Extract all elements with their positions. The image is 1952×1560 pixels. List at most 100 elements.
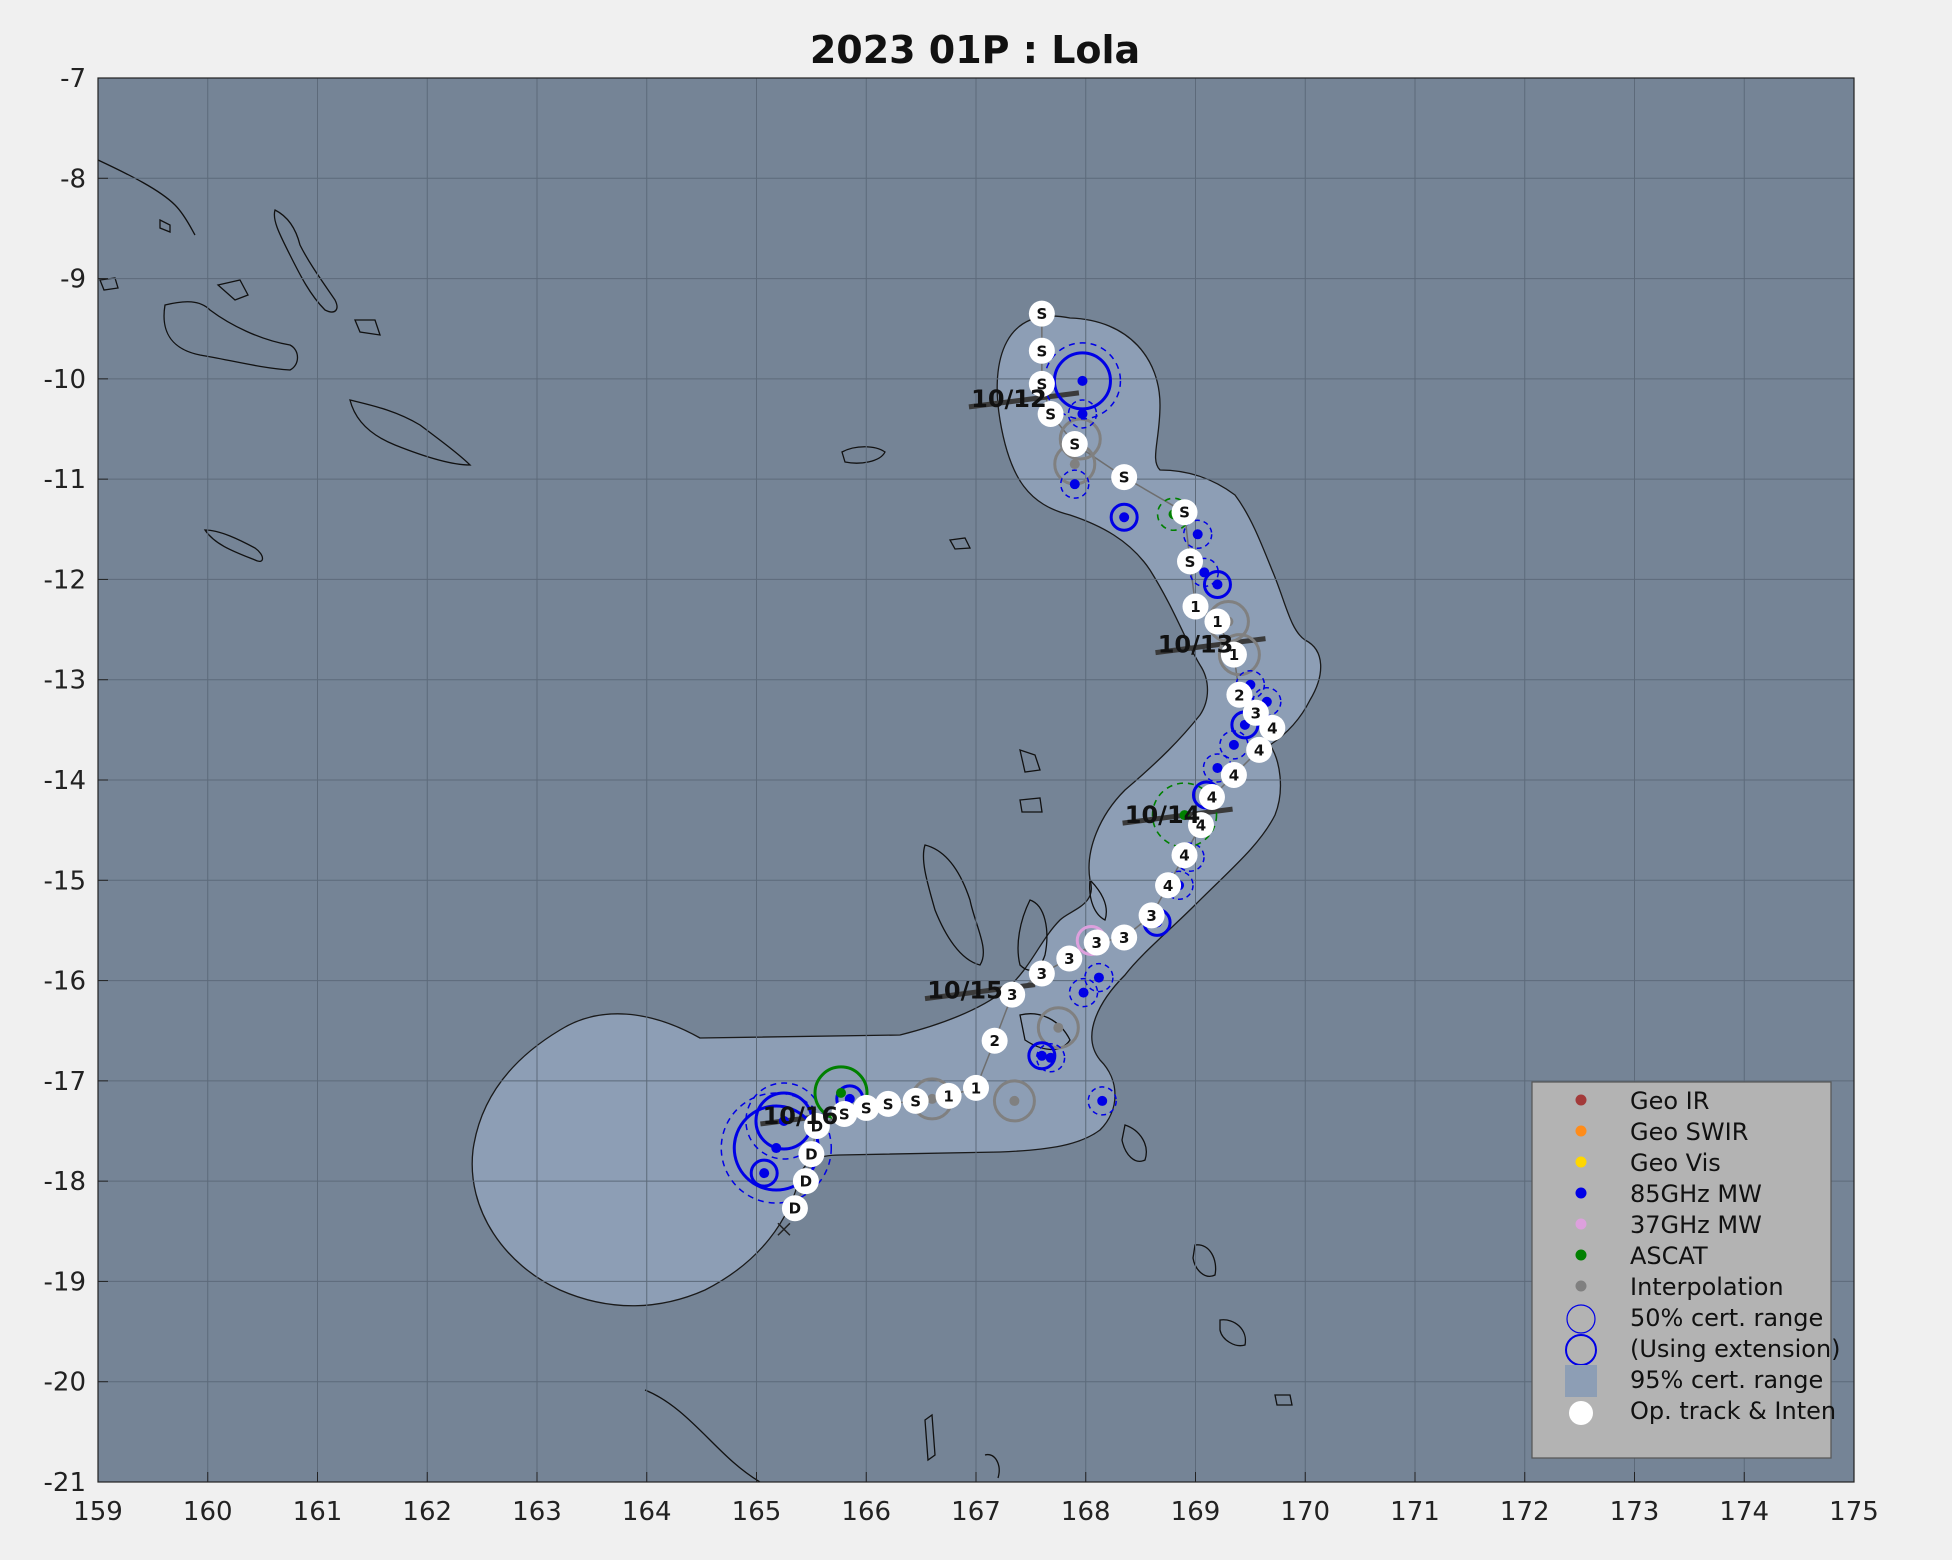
legend-entry: Op. track & Inten [1569, 1397, 1836, 1425]
mw85-fix [771, 1143, 782, 1154]
op-track-point [1259, 714, 1286, 741]
y-tick-label: -10 [44, 365, 86, 395]
op-track-point [1171, 842, 1198, 869]
mw85-ring-ext [1202, 569, 1232, 599]
coastline-small-a [216, 279, 249, 301]
op-track-point [999, 981, 1026, 1008]
op-track-point [853, 1094, 880, 1121]
legend-marker [1575, 1187, 1587, 1199]
coastline-solomon-1 [98, 159, 196, 236]
mw85-fix [1045, 1052, 1056, 1063]
coastline-loyalty [984, 1453, 1000, 1479]
legend-marker [1566, 1304, 1596, 1334]
x-tick-label: 166 [841, 1497, 891, 1527]
mw85-ring [1060, 469, 1090, 499]
coastline-rennell [203, 529, 264, 562]
legend-entry: 85GHz MW [1575, 1180, 1762, 1208]
date-label: 10/14 [1125, 801, 1201, 829]
intensity-label: 2 [989, 1032, 999, 1050]
intensity-label: 4 [1163, 877, 1173, 895]
y-tick-label: -13 [44, 666, 86, 696]
legend-entry: ASCAT [1575, 1242, 1708, 1270]
op-track-point [1138, 902, 1165, 929]
mw85-fix [1228, 739, 1239, 750]
mw85-fix [778, 1115, 789, 1126]
op-track-point [1220, 761, 1247, 788]
mw85-ring [1175, 842, 1205, 872]
legend-marker [1565, 1365, 1597, 1397]
intensity-label: S [1179, 504, 1190, 522]
intensity-label: D [805, 1146, 817, 1164]
mw85-fix [1093, 972, 1104, 983]
intensity-label: 4 [1196, 817, 1206, 835]
legend-label: ASCAT [1630, 1242, 1708, 1270]
mw85-ring [1164, 870, 1194, 901]
x-tick-label: 165 [732, 1497, 782, 1527]
legend-label: 95% cert. range [1630, 1366, 1823, 1394]
interp-ring [1058, 417, 1102, 461]
op-track-point [1220, 641, 1247, 668]
interp-fix [1009, 1095, 1020, 1106]
op-track-point [1028, 960, 1055, 987]
intensity-label: S [1045, 405, 1056, 423]
intensity-label: S [1069, 436, 1080, 454]
chart-title: 2023 01P : Lola [810, 28, 1140, 72]
coastline-newcal-islands [1219, 1319, 1247, 1347]
y-tick-label: -15 [44, 866, 86, 896]
intensity-label: 3 [1007, 986, 1017, 1004]
coastline-islet [1274, 1394, 1293, 1406]
intensity-label: 4 [1179, 847, 1189, 865]
y-tick-label: -20 [44, 1368, 86, 1398]
mw85-ring-ext [749, 1158, 779, 1188]
date-bar [1155, 636, 1266, 656]
x-tick-label: 160 [183, 1497, 233, 1527]
coastline-makira [349, 399, 472, 466]
op-track-point [1061, 431, 1088, 458]
x-tick-label: 174 [1719, 1497, 1769, 1527]
mw85-ring [1084, 962, 1114, 993]
op-track-point [803, 1112, 830, 1139]
y-tick-label: -21 [44, 1468, 86, 1498]
y-axis-ticks: -7 -8 -9 -10 -11 -12 -13 -14 -15 -16 -17 -18 -19 -20 -… [44, 64, 108, 1498]
intensity-label: 3 [1119, 929, 1129, 947]
legend-marker [1575, 1094, 1587, 1106]
x-axis-ticks: 159 160 161 162 163 164 165 166 167 168 169 170 171 1… [73, 1472, 1879, 1527]
intensity-label: 2 [1234, 686, 1244, 704]
op-track-point [1246, 736, 1273, 763]
intensity-label: S [1036, 342, 1047, 360]
legend-entry: Interpolation [1575, 1273, 1784, 1301]
intensity-label: D [800, 1173, 812, 1191]
ascat-ring [1151, 782, 1218, 848]
op-track-point [1056, 945, 1083, 972]
coastline-newcal-main [644, 1389, 761, 1482]
intensity-label: 1 [1190, 598, 1200, 616]
op-track-point [1204, 608, 1231, 635]
interp-ring [1217, 633, 1261, 677]
y-tick-label: -19 [44, 1267, 86, 1297]
date-label: 10/13 [1158, 631, 1234, 659]
x-tick-label: 161 [293, 1497, 343, 1527]
mw85-ring [1035, 1043, 1066, 1073]
mw85-fix [1212, 762, 1223, 773]
legend-label: Geo SWIR [1630, 1118, 1748, 1146]
interp-fix [1053, 1022, 1064, 1033]
coastline-santa-cruz [841, 446, 886, 464]
coastline-vanuatu-north [1019, 749, 1041, 773]
op-track-point [1171, 499, 1198, 526]
legend-marker [1569, 1401, 1593, 1425]
y-tick-label: -16 [44, 967, 86, 997]
track-layer: SSSSSSSS111234444444333333211SSSSDDDD10/… [720, 300, 1286, 1236]
mw85-fix [1036, 1050, 1047, 1061]
intensity-label: 1 [1212, 613, 1222, 631]
y-tick-label: -18 [44, 1167, 86, 1197]
intensity-label: D [811, 1117, 823, 1135]
date-label: 10/16 [763, 1102, 839, 1130]
coastline-small-c [948, 537, 972, 550]
legend-entry: 95% cert. range [1565, 1365, 1823, 1397]
coastline-tanna [1121, 1124, 1147, 1162]
mw85-fix [1077, 375, 1088, 386]
legend-entry: Geo Vis [1575, 1149, 1721, 1177]
y-tick-label: -11 [44, 465, 86, 495]
ascat-fix [836, 1087, 847, 1098]
legend-entry: (Using extension) [1565, 1334, 1841, 1366]
